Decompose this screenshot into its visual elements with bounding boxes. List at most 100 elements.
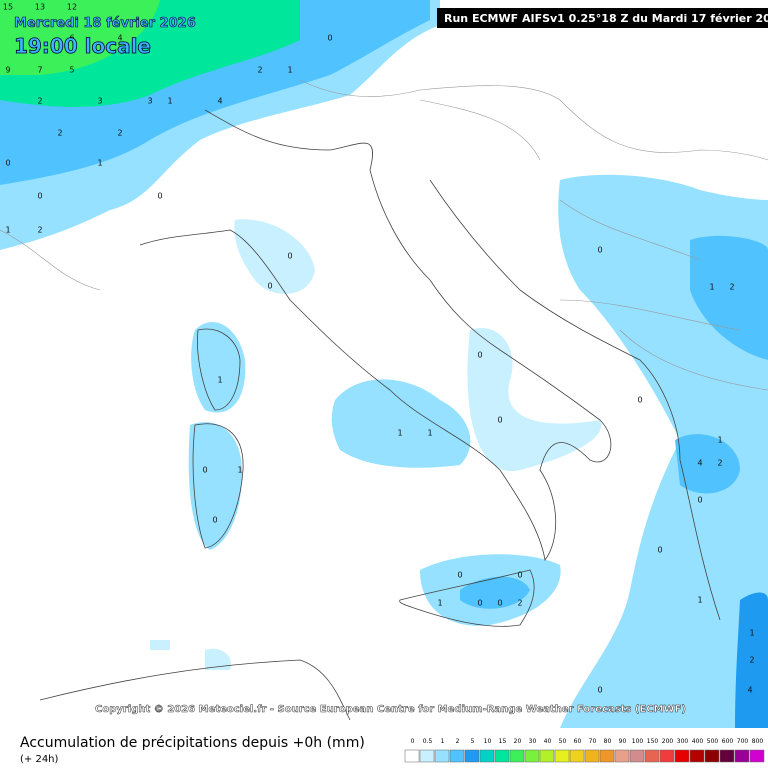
grid-value: 4 bbox=[217, 97, 222, 106]
grid-value: 1 bbox=[697, 596, 702, 605]
legend-tick-label: 600 bbox=[722, 738, 734, 745]
grid-value: 0 bbox=[212, 516, 217, 525]
grid-value: 0 bbox=[202, 466, 207, 475]
legend-swatch bbox=[569, 749, 585, 763]
precipitation bbox=[0, 0, 768, 728]
grid-value: 1 bbox=[97, 159, 102, 168]
grid-value: 0 bbox=[637, 396, 642, 405]
grid-value: 6 bbox=[69, 34, 74, 43]
legend-swatch bbox=[704, 749, 720, 763]
grid-value: 12 bbox=[67, 3, 77, 12]
legend-title: Accumulation de précipitations depuis +0… bbox=[20, 735, 365, 751]
forecast-time: 19:00 locale bbox=[14, 34, 151, 58]
legend-tick-label: 60 bbox=[574, 738, 582, 745]
grid-value: 3 bbox=[97, 97, 102, 106]
grid-value: 1 bbox=[709, 283, 714, 292]
grid-value: 2 bbox=[517, 599, 522, 608]
grid-value: 2 bbox=[729, 283, 734, 292]
grid-value: 0 bbox=[327, 34, 332, 43]
legend-scale: 0 0.5 1 2 5 10 15 20 30 40 50 60 70 80 90 100 150 200 300 4… bbox=[404, 738, 765, 763]
geography bbox=[0, 79, 768, 721]
run-banner bbox=[437, 8, 768, 28]
legend-swatch bbox=[629, 749, 645, 763]
legend-tick-label: 70 bbox=[589, 738, 597, 745]
grid-value: 0 bbox=[657, 546, 662, 555]
legend-subtitle: (+ 24h) bbox=[20, 754, 59, 765]
grid-value: 1 bbox=[397, 429, 402, 438]
legend-tick-label: 1 bbox=[441, 738, 445, 745]
legend-tick-label: 700 bbox=[737, 738, 749, 745]
legend-tick-label: 800 bbox=[752, 738, 764, 745]
grid-value: 0 bbox=[287, 252, 292, 261]
legend-swatch bbox=[479, 749, 495, 763]
legend-swatch bbox=[464, 749, 480, 763]
legend-swatch bbox=[614, 749, 630, 763]
grid-value: 3 bbox=[147, 97, 152, 106]
grid-value: 1 bbox=[717, 436, 722, 445]
run-info: Run ECMWF AIFSv1 0.25°18 Z du Mardi 17 f… bbox=[444, 12, 768, 25]
grid-value: 0 bbox=[497, 599, 502, 608]
legend-swatch bbox=[419, 749, 435, 763]
grid-value: 0 bbox=[457, 571, 462, 580]
copyright: Copyright © 2026 Meteociel.fr - Source E… bbox=[95, 704, 686, 715]
legend-swatch bbox=[539, 749, 555, 763]
legend-swatch bbox=[584, 749, 600, 763]
legend-swatch bbox=[749, 749, 765, 763]
grid-value: 1 bbox=[167, 97, 172, 106]
legend-tick-label: 30 bbox=[529, 738, 537, 745]
grid-value: 0 bbox=[597, 246, 602, 255]
grid-value: 2 bbox=[257, 66, 262, 75]
legend-tick-label: 20 bbox=[514, 738, 522, 745]
legend-tick-label: 5 bbox=[471, 738, 475, 745]
legend-swatch bbox=[434, 749, 450, 763]
grid-value: 2 bbox=[717, 459, 722, 468]
legend-tick-label: 2 bbox=[456, 738, 460, 745]
legend-swatch bbox=[644, 749, 660, 763]
grid-value: 0 bbox=[497, 416, 502, 425]
legend-tick-label: 0.5 bbox=[423, 738, 433, 745]
legend-tick-label: 500 bbox=[707, 738, 719, 745]
grid-value: 4 bbox=[697, 459, 702, 468]
legend-tick-label: 400 bbox=[692, 738, 704, 745]
grid-value: 1 bbox=[427, 429, 432, 438]
grid-value: 1 bbox=[749, 629, 754, 638]
grid-value: 0 bbox=[697, 496, 702, 505]
grid-value: 4 bbox=[747, 686, 752, 695]
grid-value: 2 bbox=[117, 129, 122, 138]
grid-value: 5 bbox=[69, 66, 74, 75]
grid-value: 0 bbox=[597, 686, 602, 695]
legend-tick-label: 0 bbox=[411, 738, 415, 745]
grid-value: 0 bbox=[37, 192, 42, 201]
legend-swatch bbox=[524, 749, 540, 763]
legend-swatch bbox=[554, 749, 570, 763]
grid-value: 2 bbox=[749, 656, 754, 665]
legend-swatch bbox=[599, 749, 615, 763]
grid-value: 9 bbox=[5, 66, 10, 75]
legend-tick-label: 10 bbox=[484, 738, 492, 745]
legend-tick-label: 40 bbox=[544, 738, 552, 745]
legend-swatch bbox=[659, 749, 675, 763]
legend-tick-label: 15 bbox=[499, 738, 507, 745]
forecast-date: Mercredi 18 février 2026 bbox=[14, 16, 196, 31]
grid-value: 1 bbox=[237, 466, 242, 475]
legend-tick-label: 100 bbox=[632, 738, 644, 745]
legend-tick-label: 50 bbox=[559, 738, 567, 745]
grid-value: 0 bbox=[477, 599, 482, 608]
grid-value: 7 bbox=[37, 66, 42, 75]
grid-value: 0 bbox=[517, 571, 522, 580]
grid-value: 4 bbox=[117, 34, 122, 43]
grid-value: 2 bbox=[37, 97, 42, 106]
legend-swatch bbox=[509, 749, 525, 763]
legend-tick-label: 200 bbox=[662, 738, 674, 745]
grid-value: 1 bbox=[5, 226, 10, 235]
grid-value: 0 bbox=[157, 192, 162, 201]
grid-value: 2 bbox=[37, 226, 42, 235]
grid-value: 0 bbox=[267, 282, 272, 291]
legend-tick-label: 80 bbox=[604, 738, 612, 745]
grid-value: 1 bbox=[287, 66, 292, 75]
grid-value: 15 bbox=[3, 3, 13, 12]
grid-value: 13 bbox=[35, 3, 45, 12]
grid-value: 1 bbox=[217, 376, 222, 385]
